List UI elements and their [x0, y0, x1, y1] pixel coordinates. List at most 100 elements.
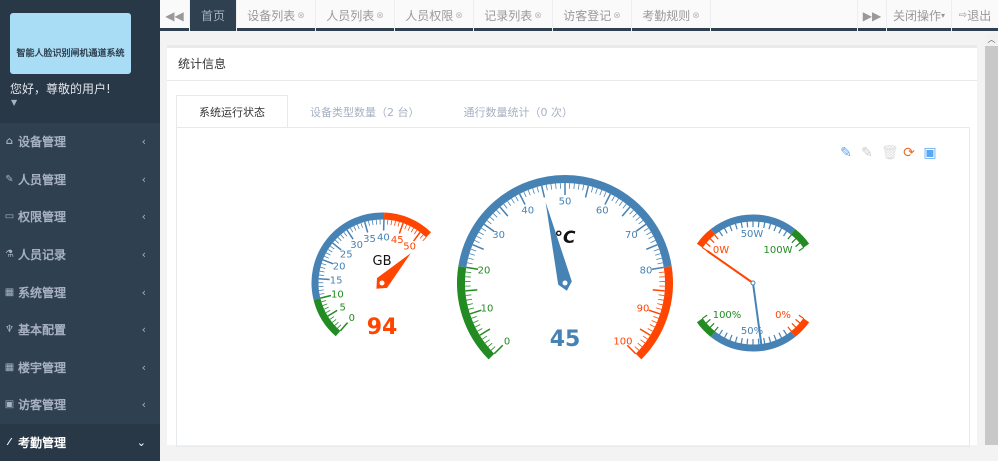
tick-label: 50 [403, 242, 416, 253]
gauge-tick [473, 320, 478, 322]
gauge-tick [477, 328, 482, 331]
gauge-tick [398, 222, 399, 227]
gauge-tick [465, 290, 477, 291]
gauge-tick [652, 267, 664, 269]
gauge-tick [747, 221, 748, 227]
gauge-tick [612, 196, 615, 201]
tick-label: 90 [637, 304, 650, 315]
gauge-tick [630, 210, 634, 214]
gauge-tick [774, 226, 776, 232]
gauge-tick [469, 308, 474, 309]
gauge-tick [322, 264, 327, 266]
tick-label: 60 [596, 205, 609, 216]
gauge-band [317, 299, 338, 334]
gauge-tick [730, 335, 732, 341]
gauge-tick [788, 327, 792, 332]
gauge-tick [758, 339, 759, 345]
gauge-tick [719, 231, 722, 236]
gauge-tick [411, 228, 413, 232]
gauge-tick [706, 319, 711, 323]
gauge-tick [619, 201, 622, 206]
gauge-tick [330, 246, 334, 249]
power-max-label: 100W [764, 245, 793, 256]
percent-min-label: 0% [775, 310, 791, 321]
gauge-tick [635, 347, 639, 351]
gauge-tick [657, 263, 662, 264]
gauge-tick [340, 323, 347, 331]
gauge-tick [466, 295, 472, 296]
gauge-tick [494, 345, 502, 353]
gauge-tick [365, 222, 368, 233]
gauge-tick [320, 296, 331, 299]
tick-label: 10 [481, 304, 494, 315]
tick-label: 20 [478, 266, 491, 277]
gauge-tick [640, 329, 650, 335]
gauge-tick [475, 325, 480, 327]
gauge-tick [792, 238, 796, 242]
gauge-tick [320, 271, 325, 272]
needle-pivot [380, 281, 385, 286]
gauge-tick [542, 186, 545, 198]
gauge-tick [408, 226, 410, 230]
gauge-tick [320, 293, 325, 294]
gauge-tick [764, 338, 765, 344]
gauge-tick [799, 247, 804, 250]
gauge-tick [657, 304, 662, 305]
gauge-tick [467, 263, 472, 264]
gauge-tick [574, 183, 575, 189]
gauge-tick [730, 226, 732, 232]
gauge-tick [511, 199, 514, 204]
gauge-tick [719, 330, 722, 335]
gauge-tick [706, 243, 711, 247]
gauge-tick [623, 204, 626, 208]
gauge-tick [326, 310, 330, 312]
gauge-tick [702, 315, 707, 318]
gauge-tick [504, 204, 507, 208]
gauge-tick [338, 237, 341, 241]
gauge-tick [556, 183, 557, 189]
gauge-tick [335, 322, 339, 325]
gauge-tick [354, 226, 356, 230]
gauge-tick [473, 245, 484, 250]
gauge-tick [420, 235, 423, 239]
gauge-tick [583, 185, 584, 191]
gauge-tick [735, 224, 737, 230]
power-min-label: 0W [713, 245, 729, 256]
tick-label: 5 [340, 302, 346, 313]
gauge-tick [337, 325, 340, 328]
percent-max-label: 100% [713, 310, 742, 321]
gauge-tick [764, 222, 765, 228]
gauge-tick [578, 184, 579, 190]
gauge-tick [741, 338, 742, 344]
gauge-tick [646, 232, 651, 235]
gauge-tick [710, 323, 714, 327]
gauge-tick [469, 254, 474, 256]
gauge-tick [546, 185, 547, 191]
gauge-tick [471, 316, 476, 318]
gauge-tick [724, 333, 727, 338]
gauge-tick [650, 325, 655, 327]
tick-label: 0 [504, 336, 510, 347]
tick-label: 30 [350, 240, 363, 251]
gauge-tick [395, 221, 396, 226]
gauge-tick [652, 320, 657, 322]
gauge-tick [710, 238, 714, 242]
gauge-tick [399, 223, 403, 233]
unit-label: GB [373, 254, 392, 269]
gauge-tick [604, 192, 606, 197]
gauge-tick [654, 249, 659, 251]
gauge-tick [658, 299, 664, 300]
power-needle [707, 251, 753, 283]
gauge-tick [537, 187, 539, 192]
gauge-tick [405, 224, 407, 229]
gauge-tick [646, 245, 657, 250]
gauge-tick [326, 253, 330, 255]
gauge-tick [466, 267, 478, 269]
gauge-tick [779, 333, 782, 338]
gauge-tick [485, 340, 489, 343]
gauge-tick [391, 220, 392, 225]
gauge-tick [475, 240, 480, 242]
gauge-tick [350, 228, 352, 232]
gauge-tick [490, 217, 494, 221]
gauge-tick [468, 258, 473, 259]
